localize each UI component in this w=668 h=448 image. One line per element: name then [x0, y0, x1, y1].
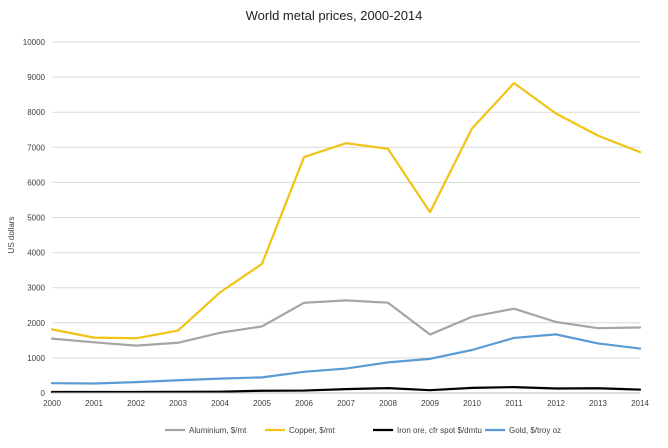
x-tick-label: 2007	[337, 399, 355, 408]
x-tick-label: 2002	[127, 399, 145, 408]
x-tick-label: 2006	[295, 399, 313, 408]
y-tick-label: 9000	[27, 73, 45, 82]
x-tick-label: 2010	[463, 399, 481, 408]
x-tick-label: 2011	[505, 399, 523, 408]
y-tick-label: 0	[41, 389, 46, 398]
y-axis-tick-labels: 0 1000 2000 3000 4000 5000 6000 7000 8000 9000 100…	[23, 38, 46, 398]
series-line-2	[50, 386, 642, 394]
series-line-3	[50, 333, 642, 385]
x-tick-label: 2004	[211, 399, 229, 408]
y-tick-label: 3000	[27, 284, 45, 293]
series-lines	[50, 82, 642, 394]
x-tick-label: 2012	[547, 399, 565, 408]
x-tick-label: 2001	[85, 399, 103, 408]
y-tick-label: 1000	[27, 354, 45, 363]
legend-label: Aluminium, $/mt	[189, 426, 247, 435]
series-line-0	[50, 299, 642, 347]
legend: Aluminium, $/mt Copper, $/mt Iron ore, cfr…	[165, 426, 561, 435]
y-tick-label: 2000	[27, 319, 45, 328]
legend-item-1: Copper, $/mt	[265, 426, 336, 435]
x-axis-tick-labels: 2000 2001 2002 2003 2004 2005 2006 2007 2008 2009…	[43, 399, 649, 408]
legend-item-0: Aluminium, $/mt	[165, 426, 247, 435]
y-tick-label: 6000	[27, 178, 45, 187]
legend-item-2: Iron ore, cfr spot $/dmtu	[373, 426, 482, 435]
legend-item-3: Gold, $/troy oz	[485, 426, 561, 435]
x-tick-label: 2014	[631, 399, 649, 408]
y-axis-title: US dollars	[7, 217, 16, 254]
y-tick-label: 5000	[27, 214, 45, 223]
chart-title: World metal prices, 2000-2014	[246, 8, 423, 23]
x-tick-label: 2003	[169, 399, 187, 408]
gridlines	[52, 41, 640, 359]
legend-label: Iron ore, cfr spot $/dmtu	[397, 426, 482, 435]
x-tick-label: 2013	[589, 399, 607, 408]
y-tick-label: 4000	[27, 249, 45, 258]
x-tick-label: 2008	[379, 399, 397, 408]
legend-label: Gold, $/troy oz	[509, 426, 561, 435]
y-tick-label: 7000	[27, 143, 45, 152]
x-tick-label: 2005	[253, 399, 271, 408]
x-tick-label: 2000	[43, 399, 61, 408]
legend-label: Copper, $/mt	[289, 426, 336, 435]
series-line-1	[50, 82, 642, 340]
y-tick-label: 10000	[23, 38, 46, 47]
x-tick-label: 2009	[421, 399, 439, 408]
y-tick-label: 8000	[27, 108, 45, 117]
